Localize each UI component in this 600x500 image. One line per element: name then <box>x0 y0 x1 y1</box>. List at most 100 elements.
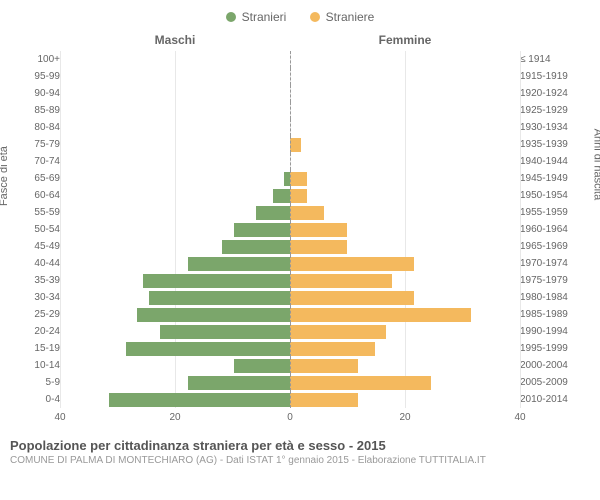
bar-male <box>234 223 291 237</box>
bar-female <box>290 189 307 203</box>
bar-female <box>290 342 375 356</box>
bar-area <box>64 136 516 153</box>
age-label: 5-9 <box>20 377 64 388</box>
bar-male <box>222 240 290 254</box>
bar-female <box>290 172 307 186</box>
chart-rows: 100+≤ 191495-991915-191990-941920-192485… <box>20 51 580 408</box>
x-tick: 20 <box>169 412 180 423</box>
age-label: 30-34 <box>20 292 64 303</box>
year-label: 1955-1959 <box>516 207 580 218</box>
center-line <box>290 357 291 374</box>
year-label: 1930-1934 <box>516 122 580 133</box>
age-label: 70-74 <box>20 156 64 167</box>
center-line <box>290 272 291 289</box>
center-line <box>290 391 291 408</box>
year-label: ≤ 1914 <box>516 54 580 65</box>
age-label: 50-54 <box>20 224 64 235</box>
footer-title: Popolazione per cittadinanza straniera p… <box>10 438 590 453</box>
center-line <box>290 51 291 68</box>
legend-label-female: Straniere <box>326 10 375 24</box>
bar-male <box>188 376 290 390</box>
age-label: 55-59 <box>20 207 64 218</box>
age-label: 10-14 <box>20 360 64 371</box>
legend: Stranieri Straniere <box>10 10 590 25</box>
bar-area <box>64 238 516 255</box>
chart-row: 65-691945-1949 <box>20 170 580 187</box>
chart-row: 15-191995-1999 <box>20 340 580 357</box>
center-line <box>290 323 291 340</box>
bar-area <box>64 255 516 272</box>
center-line <box>290 68 291 85</box>
year-label: 1985-1989 <box>516 309 580 320</box>
bar-female <box>290 274 392 288</box>
year-label: 1945-1949 <box>516 173 580 184</box>
age-label: 15-19 <box>20 343 64 354</box>
bar-area <box>64 272 516 289</box>
year-label: 1965-1969 <box>516 241 580 252</box>
age-label: 20-24 <box>20 326 64 337</box>
center-line <box>290 289 291 306</box>
bar-female <box>290 257 414 271</box>
bar-area <box>64 170 516 187</box>
bar-female <box>290 223 347 237</box>
age-label: 85-89 <box>20 105 64 116</box>
x-tick: 20 <box>399 412 410 423</box>
chart-row: 35-391975-1979 <box>20 272 580 289</box>
age-label: 45-49 <box>20 241 64 252</box>
bar-area <box>64 357 516 374</box>
chart-row: 50-54 1960-1964 <box>20 221 580 238</box>
bar-area <box>64 187 516 204</box>
bar-male <box>256 206 290 220</box>
bar-male <box>109 393 290 407</box>
bar-female <box>290 393 358 407</box>
x-tick: 40 <box>54 412 65 423</box>
center-line <box>290 170 291 187</box>
y-axis-label-left: Fasce di età <box>0 146 10 206</box>
chart-row: 10-14 2000-2004 <box>20 357 580 374</box>
year-label: 2000-2004 <box>516 360 580 371</box>
age-label: 60-64 <box>20 190 64 201</box>
x-axis-ticks: 402002040 <box>60 412 520 426</box>
age-label: 90-94 <box>20 88 64 99</box>
age-label: 75-79 <box>20 139 64 150</box>
center-line <box>290 85 291 102</box>
age-label: 25-29 <box>20 309 64 320</box>
center-line <box>290 204 291 221</box>
year-label: 1980-1984 <box>516 292 580 303</box>
bar-male <box>160 325 290 339</box>
chart-row: 80-841930-1934 <box>20 119 580 136</box>
chart-row: 30-34 1980-1984 <box>20 289 580 306</box>
legend-dot-female <box>310 12 320 22</box>
chart-row: 60-641950-1954 <box>20 187 580 204</box>
bar-male <box>149 291 290 305</box>
pyramid-chart: Fasce di età Anni di nascita Maschi Femm… <box>20 33 580 426</box>
bar-area <box>64 51 516 68</box>
header-male: Maschi <box>60 33 290 47</box>
center-line <box>290 102 291 119</box>
center-line <box>290 340 291 357</box>
chart-row: 70-741940-1944 <box>20 153 580 170</box>
footer: Popolazione per cittadinanza straniera p… <box>10 438 590 466</box>
chart-row: 20-241990-1994 <box>20 323 580 340</box>
bar-male <box>126 342 290 356</box>
y-axis-label-right: Anni di nascita <box>592 128 600 200</box>
bar-male <box>234 359 291 373</box>
year-label: 1960-1964 <box>516 224 580 235</box>
footer-subtitle: COMUNE DI PALMA DI MONTECHIARO (AG) - Da… <box>10 455 590 466</box>
bar-female <box>290 240 347 254</box>
column-headers: Maschi Femmine <box>20 33 580 47</box>
year-label: 1920-1924 <box>516 88 580 99</box>
chart-row: 25-29 1985-1989 <box>20 306 580 323</box>
x-tick: 40 <box>514 412 525 423</box>
legend-item-male: Stranieri <box>226 10 287 24</box>
center-line <box>290 255 291 272</box>
chart-row: 0-42010-2014 <box>20 391 580 408</box>
legend-dot-male <box>226 12 236 22</box>
bar-female <box>290 138 301 152</box>
bar-area <box>64 119 516 136</box>
x-tick: 0 <box>287 412 293 423</box>
bar-area <box>64 221 516 238</box>
age-label: 35-39 <box>20 275 64 286</box>
chart-row: 45-49 1965-1969 <box>20 238 580 255</box>
header-female: Femmine <box>290 33 520 47</box>
